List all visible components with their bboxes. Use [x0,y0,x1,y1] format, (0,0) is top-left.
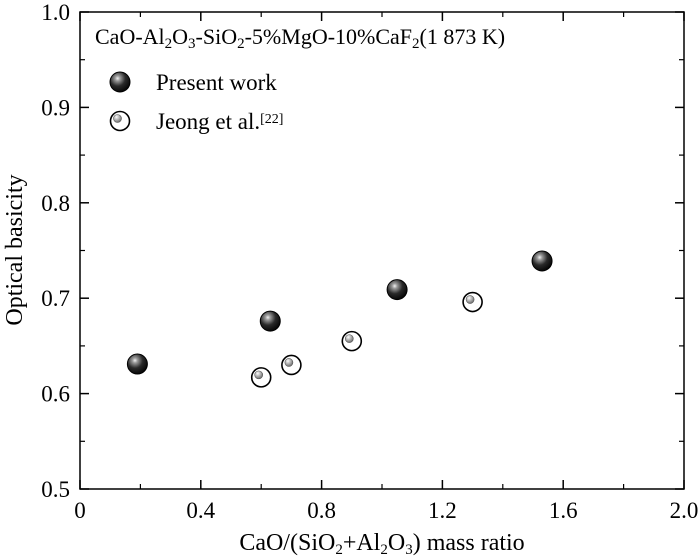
data-point-series-2 [462,291,483,313]
text-part: -5%MgO-10%CaF [245,24,412,49]
legend-label-series-2: Jeong et al.[22] [156,109,283,134]
subscript: 2 [380,542,388,558]
x-axis-label: CaO/(SiO2+Al2O3) mass ratio [239,530,524,558]
legend-label-text: Present work [156,70,277,95]
legend-label-text: Jeong et al. [156,109,260,134]
legend-label-series-1: Present work [156,70,277,95]
data-point-series-1 [531,250,553,272]
text-part: ) mass ratio [413,530,525,556]
text-part: O [388,530,405,556]
data-points [126,250,553,388]
x-tick-labels: 0 0.4 0.8 1.2 1.6 2.0 [74,498,698,523]
filled-sphere-marker [259,310,281,332]
y-tick-label: 0.8 [41,191,70,216]
text-part: -SiO [196,24,238,49]
legend-marker-series-1 [109,71,131,93]
legend: Present work Jeong et al.[22] [109,70,283,134]
inner-small-sphere [254,370,264,380]
y-tick-label: 1.0 [41,0,70,25]
filled-sphere-marker [386,279,408,301]
y-tick-label: 0.5 [41,477,70,502]
filled-sphere-marker [531,250,553,272]
filled-sphere-marker [109,71,131,93]
text-part: CaO/(SiO [239,530,335,556]
text-part: O [172,24,188,49]
y-tick-label: 0.9 [41,95,70,120]
data-point-series-2 [341,330,363,352]
data-point-series-1 [126,353,148,375]
filled-sphere-marker [126,353,148,375]
y-axis-label: Optical basicity [2,174,28,325]
chart-title: CaO-Al2O3-SiO2-5%MgO-10%CaF2(1 873 K) [95,24,505,52]
x-tick-label: 2.0 [670,498,699,523]
subscript: 2 [165,36,173,52]
inner-small-sphere [284,358,294,367]
inner-small-sphere [344,334,354,343]
text-part: (1 873 K) [420,24,506,49]
subscript: 3 [405,542,413,558]
inner-small-sphere [465,295,475,304]
text-part: +Al [343,530,381,556]
x-tick-label: 0 [74,498,86,523]
y-tick-label: 0.7 [41,286,70,311]
data-point-series-2 [250,367,272,388]
subscript: 2 [237,36,245,52]
y-tick-label: 0.6 [41,382,70,407]
data-point-series-1 [259,310,281,332]
y-tick-labels: 0.5 0.6 0.7 0.8 0.9 1.0 [41,0,70,502]
data-point-series-2 [281,354,302,376]
text-part: CaO-Al [95,24,165,49]
subscript: 2 [412,36,420,52]
legend-label-superscript: [22] [260,112,283,127]
legend-marker-series-2 [109,110,131,132]
x-tick-label: 0.4 [186,498,215,523]
subscript: 2 [335,542,343,558]
x-tick-label: 1.6 [549,498,578,523]
axis-ticks [79,11,685,490]
x-tick-label: 0.8 [307,498,336,523]
data-point-series-1 [386,279,408,301]
inner-small-sphere [113,114,122,123]
x-tick-label: 1.2 [428,498,457,523]
subscript: 3 [188,36,196,52]
